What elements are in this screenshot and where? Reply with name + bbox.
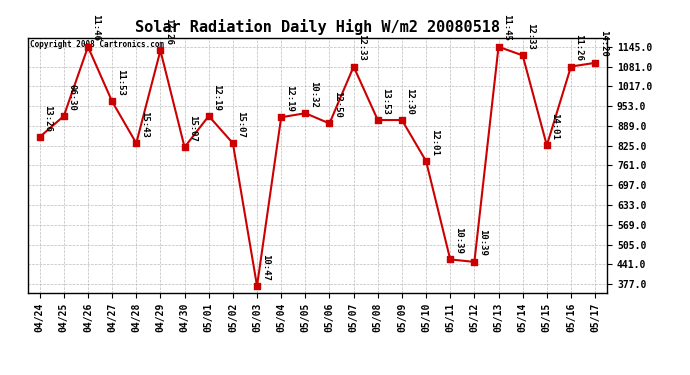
Point bbox=[518, 53, 529, 58]
Point bbox=[589, 60, 600, 66]
Text: 10:39: 10:39 bbox=[478, 230, 487, 256]
Text: 12:19: 12:19 bbox=[213, 84, 221, 111]
Point bbox=[58, 113, 69, 119]
Point bbox=[251, 283, 262, 289]
Point bbox=[324, 120, 335, 126]
Text: 12:19: 12:19 bbox=[285, 85, 294, 112]
Text: 11:45: 11:45 bbox=[502, 14, 511, 41]
Point bbox=[541, 142, 552, 148]
Text: 10:39: 10:39 bbox=[454, 227, 463, 254]
Point bbox=[348, 63, 359, 69]
Text: 15:07: 15:07 bbox=[188, 115, 197, 142]
Text: 15:07: 15:07 bbox=[237, 111, 246, 138]
Point bbox=[444, 256, 455, 262]
Point bbox=[420, 158, 432, 164]
Text: 13:53: 13:53 bbox=[382, 88, 391, 114]
Text: Copyright 2008 Cartronics.com: Copyright 2008 Cartronics.com bbox=[30, 40, 165, 49]
Point bbox=[228, 140, 239, 146]
Text: 14:01: 14:01 bbox=[551, 113, 560, 140]
Text: 11:26: 11:26 bbox=[575, 34, 584, 61]
Point bbox=[179, 144, 190, 150]
Point bbox=[130, 140, 142, 146]
Text: 12:50: 12:50 bbox=[333, 91, 342, 118]
Point bbox=[106, 99, 117, 105]
Point bbox=[83, 44, 94, 50]
Text: 15:43: 15:43 bbox=[140, 111, 149, 138]
Text: 12:33: 12:33 bbox=[526, 23, 535, 50]
Point bbox=[565, 63, 576, 69]
Point bbox=[155, 48, 166, 54]
Point bbox=[396, 117, 407, 123]
Point bbox=[203, 113, 214, 119]
Point bbox=[276, 114, 287, 120]
Point bbox=[34, 134, 46, 140]
Text: 11:53: 11:53 bbox=[116, 69, 125, 96]
Text: 06:30: 06:30 bbox=[68, 84, 77, 111]
Point bbox=[493, 44, 504, 50]
Text: 13:26: 13:26 bbox=[43, 105, 52, 132]
Text: 12:30: 12:30 bbox=[406, 88, 415, 114]
Text: 11:46: 11:46 bbox=[92, 14, 101, 41]
Title: Solar Radiation Daily High W/m2 20080518: Solar Radiation Daily High W/m2 20080518 bbox=[135, 19, 500, 35]
Point bbox=[373, 117, 384, 123]
Point bbox=[299, 110, 310, 116]
Text: 14:20: 14:20 bbox=[599, 30, 608, 57]
Point bbox=[469, 259, 480, 265]
Text: 10:32: 10:32 bbox=[309, 81, 318, 108]
Text: 12:01: 12:01 bbox=[430, 129, 439, 156]
Text: 12:26: 12:26 bbox=[164, 18, 173, 45]
Text: 10:47: 10:47 bbox=[261, 254, 270, 280]
Text: 12:33: 12:33 bbox=[357, 34, 366, 61]
